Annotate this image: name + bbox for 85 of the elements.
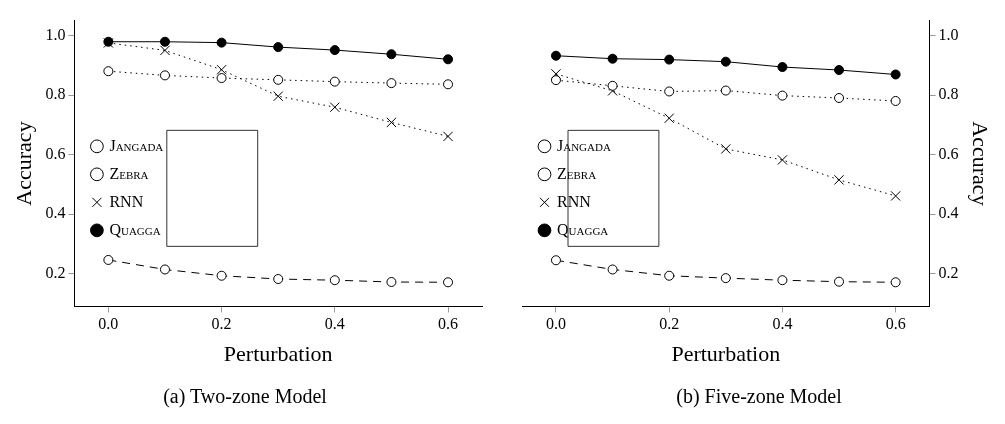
point bbox=[273, 274, 284, 285]
y-tick-label: 1.0 bbox=[45, 25, 66, 43]
y2-tick-label: 0.8 bbox=[938, 85, 959, 103]
point bbox=[550, 50, 561, 61]
point bbox=[720, 56, 731, 67]
point bbox=[159, 264, 170, 275]
legend-label: Zebra bbox=[109, 164, 149, 182]
point bbox=[550, 68, 562, 79]
x-tick-label: 0.2 bbox=[659, 315, 680, 333]
point bbox=[834, 93, 845, 103]
point bbox=[720, 273, 731, 284]
x-tick-label: 0.4 bbox=[324, 315, 345, 333]
point bbox=[607, 53, 618, 64]
point bbox=[664, 86, 675, 97]
x-tick-label: 0.0 bbox=[545, 315, 566, 333]
legend-label: RNN bbox=[109, 192, 144, 210]
y-tick-label: 0.2 bbox=[45, 263, 66, 281]
point bbox=[777, 90, 788, 101]
x-tick-label: 0.0 bbox=[98, 315, 119, 333]
point bbox=[329, 275, 340, 286]
legend-label: Jangada bbox=[557, 136, 611, 154]
point bbox=[607, 264, 618, 275]
x-tick-label: 0.2 bbox=[211, 315, 232, 333]
point bbox=[833, 174, 845, 185]
legend-label: Jangada bbox=[109, 136, 164, 154]
point bbox=[720, 143, 731, 155]
point bbox=[443, 277, 454, 288]
point bbox=[216, 270, 227, 281]
point bbox=[329, 45, 340, 56]
point bbox=[159, 45, 171, 56]
y-tick-label: 0.6 bbox=[45, 144, 66, 162]
text: (b) Five-zone Model bbox=[676, 385, 843, 409]
point bbox=[159, 70, 170, 81]
legend-label: RNN bbox=[557, 192, 592, 210]
point bbox=[273, 42, 284, 53]
y2-tick-label: 0.6 bbox=[938, 144, 959, 162]
point bbox=[386, 117, 397, 128]
point bbox=[720, 85, 731, 96]
point bbox=[777, 154, 788, 166]
point bbox=[159, 36, 170, 47]
y-axis-title: Accuracy bbox=[10, 121, 36, 206]
point bbox=[273, 74, 284, 85]
point bbox=[834, 65, 845, 76]
point bbox=[834, 276, 845, 287]
y-tick-label: 0.4 bbox=[45, 204, 66, 222]
point bbox=[550, 75, 561, 86]
point bbox=[777, 62, 788, 73]
point bbox=[664, 113, 675, 124]
point bbox=[103, 66, 114, 77]
point bbox=[890, 277, 901, 288]
point bbox=[386, 276, 397, 287]
point bbox=[216, 37, 227, 48]
point bbox=[216, 73, 227, 84]
point bbox=[550, 255, 561, 266]
point bbox=[890, 69, 901, 80]
x-axis-title: Perturbation bbox=[223, 340, 333, 366]
legend-label: Zebra bbox=[557, 164, 597, 182]
point bbox=[442, 131, 454, 142]
x-axis-title: Perturbation bbox=[671, 340, 781, 366]
point bbox=[386, 78, 397, 89]
y2-tick-label: 1.0 bbox=[938, 25, 959, 43]
point bbox=[890, 95, 901, 106]
y2-tick-label: 0.4 bbox=[938, 204, 959, 222]
point bbox=[386, 49, 397, 60]
y-tick-label: 0.8 bbox=[45, 85, 66, 103]
point bbox=[890, 190, 901, 202]
point bbox=[607, 80, 618, 91]
legend-label: Quagga bbox=[557, 220, 609, 238]
y2-tick-label: 0.2 bbox=[938, 263, 959, 281]
point bbox=[273, 91, 284, 102]
text: (a) Two-zone Model bbox=[163, 385, 328, 409]
point bbox=[103, 254, 114, 265]
x-tick-label: 0.6 bbox=[438, 315, 459, 333]
x-tick-label: 0.6 bbox=[885, 315, 906, 333]
point bbox=[216, 64, 227, 75]
point bbox=[329, 102, 340, 113]
point bbox=[664, 54, 675, 65]
x-tick-label: 0.4 bbox=[772, 315, 793, 333]
point bbox=[443, 79, 454, 90]
point bbox=[443, 54, 454, 65]
legend-label: Quagga bbox=[109, 220, 161, 238]
point bbox=[777, 275, 788, 286]
point bbox=[329, 76, 340, 87]
y2-axis-title: Accuracy bbox=[968, 121, 994, 206]
point bbox=[664, 270, 675, 281]
